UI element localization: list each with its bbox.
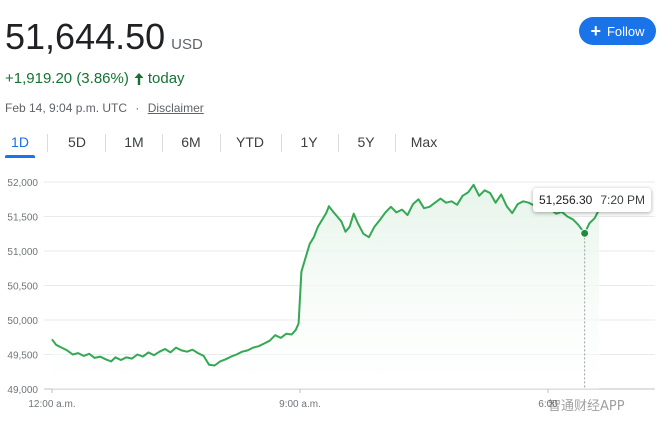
timestamp-row: Feb 14, 9:04 p.m. UTC · Disclaimer	[5, 101, 204, 115]
tab-5d[interactable]: 5D	[68, 134, 86, 150]
price-change-row: +1,919.20 (3.86%) today	[5, 70, 185, 87]
follow-button[interactable]: + Follow	[579, 17, 656, 45]
tab-ytd[interactable]: YTD	[236, 134, 264, 150]
x-tick-label: 6:00	[538, 399, 558, 410]
follow-button-label: Follow	[606, 23, 645, 39]
disclaimer-link[interactable]: Disclaimer	[147, 101, 204, 115]
tab-divider	[338, 134, 339, 152]
tooltip-value: 51,256.30	[538, 193, 593, 207]
tab-divider	[281, 134, 282, 152]
tab-1d[interactable]: 1D	[5, 128, 35, 158]
y-tick-label: 52,000	[7, 178, 38, 189]
y-tick-label: 50,500	[7, 282, 38, 293]
timestamp: Feb 14, 9:04 p.m. UTC	[5, 101, 128, 115]
tab-divider	[220, 134, 221, 152]
change-period: today	[147, 70, 185, 87]
up-arrow-icon	[134, 72, 144, 85]
tooltip-time: 7:20 PM	[600, 193, 646, 207]
tab-divider	[162, 134, 163, 152]
y-tick-label: 51,500	[7, 213, 38, 224]
hover-point	[580, 228, 590, 238]
current-price: 51,644.50	[5, 16, 166, 57]
price-change: +1,919.20 (3.86%)	[5, 70, 129, 87]
tab-divider	[47, 134, 48, 152]
tab-max[interactable]: Max	[410, 134, 438, 150]
y-tick-label: 51,000	[7, 247, 38, 258]
tab-divider	[105, 134, 106, 152]
separator-dot: ·	[135, 101, 140, 115]
tab-1y[interactable]: 1Y	[300, 134, 318, 150]
price-chart[interactable]: 52,000 51,500 51,000 50,500 50,000 49,500 49,0…	[0, 160, 661, 422]
tab-6m[interactable]: 6M	[181, 134, 201, 150]
tab-divider	[395, 134, 396, 152]
tab-1m[interactable]: 1M	[124, 134, 144, 150]
x-tick-label: 9:00 a.m.	[279, 399, 321, 410]
currency-label: USD	[171, 36, 203, 53]
y-tick-label: 49,000	[7, 385, 38, 396]
price-area-fill	[52, 184, 599, 389]
time-range-tabs: 1D 5D 1M 6M YTD 1Y 5Y Max	[0, 128, 661, 158]
y-tick-label: 49,500	[7, 351, 38, 362]
price-header: 51,644.50 USD	[5, 16, 203, 58]
plus-icon: +	[590, 21, 601, 41]
tab-5y[interactable]: 5Y	[357, 134, 375, 150]
watermark: 智通财经APP	[548, 399, 625, 414]
price-line	[51, 183, 600, 367]
x-tick-label: 12:00 a.m.	[28, 399, 75, 410]
y-tick-label: 50,000	[7, 316, 38, 327]
chart-tooltip: 51,256.30 7:20 PM	[533, 188, 651, 212]
